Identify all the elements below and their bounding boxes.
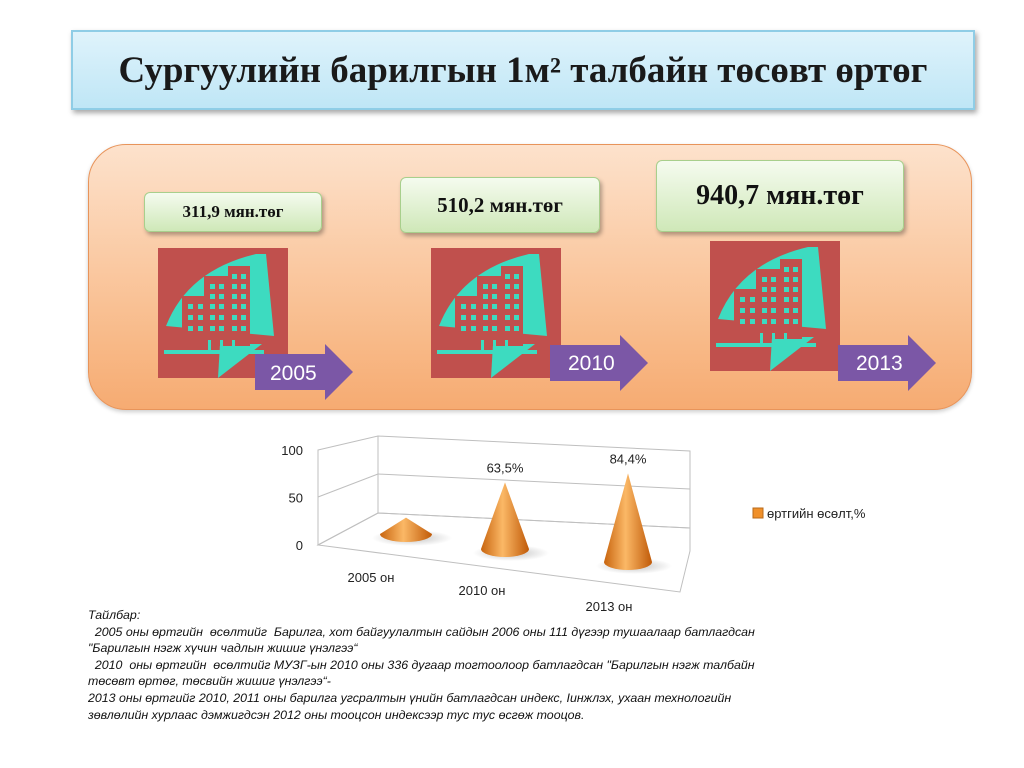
y-tick-label: 50 [289,491,303,506]
data-label: 84,4% [610,451,647,466]
price-box-2005: 311,9 мян.төг [144,192,322,232]
x-tick-label: 2010 он [459,583,506,598]
cone-mark [473,482,549,561]
y-tick-label: 0 [296,538,303,553]
year-label-2013: 2013 [856,352,903,375]
year-label-2005: 2005 [270,362,317,385]
note: Тайлбар: 2005 оны өртгийн өсөлтийг Барил… [88,607,968,723]
note-line: 2010 оны өртгийн өсөлтийг МУЗГ-ын 2010 о… [88,657,755,672]
note-line: 2005 оны өртгийн өсөлтийг Барилга, хот б… [88,624,755,639]
arrow-2013 [838,335,936,391]
legend-label: өртгийн өсөлт,% [767,506,866,521]
note-line: төсөвт өртөг, төсвийн жишиг үнэлгээ“- [88,674,331,689]
cone-mark [372,517,452,546]
x-tick-label: 2013 он [586,599,633,614]
y-tick-label: 100 [281,443,303,458]
note-line: "Барилгын нэгж хүчин чадлын жишиг үнэлгэ… [88,641,358,656]
note-line: зөвлөлийн хурлаас дэмжигдсэн 2012 оны то… [88,707,585,722]
x-tick-label: 2005 он [348,570,395,585]
year-label-2010: 2010 [568,352,615,375]
legend-swatch [752,507,764,519]
note-line: 2013 оны өртгийг 2010, 2011 оны барилга … [88,690,732,705]
price-box-2013: 940,7 мян.төг [656,160,904,232]
title-box: Сургуулийн барилгын 1м² талбайн төсөвт ө… [71,30,975,110]
slide-title: Сургуулийн барилгын 1м² талбайн төсөвт ө… [118,49,928,91]
arrow-2005 [255,344,353,400]
price-box-2010: 510,2 мян.төг [400,177,600,233]
note-heading: Тайлбар: [88,608,141,622]
data-label: 63,5% [487,460,524,475]
cone-mark [596,473,672,574]
arrow-2010 [550,335,648,391]
